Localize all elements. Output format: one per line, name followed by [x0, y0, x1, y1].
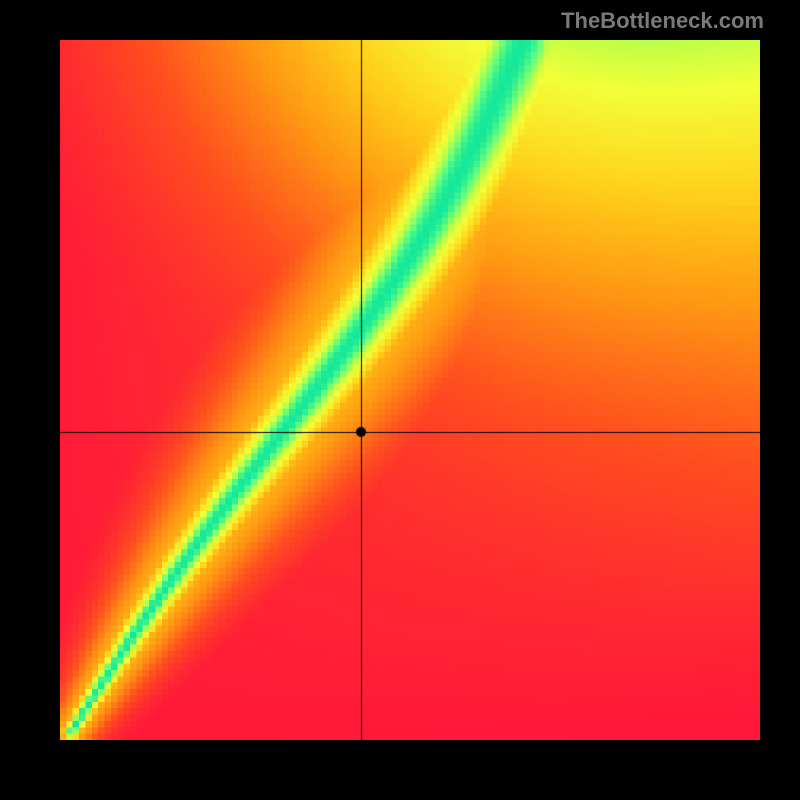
bottleneck-heatmap	[60, 40, 760, 740]
chart-container: TheBottleneck.com	[0, 0, 800, 800]
watermark-text: TheBottleneck.com	[561, 8, 764, 34]
